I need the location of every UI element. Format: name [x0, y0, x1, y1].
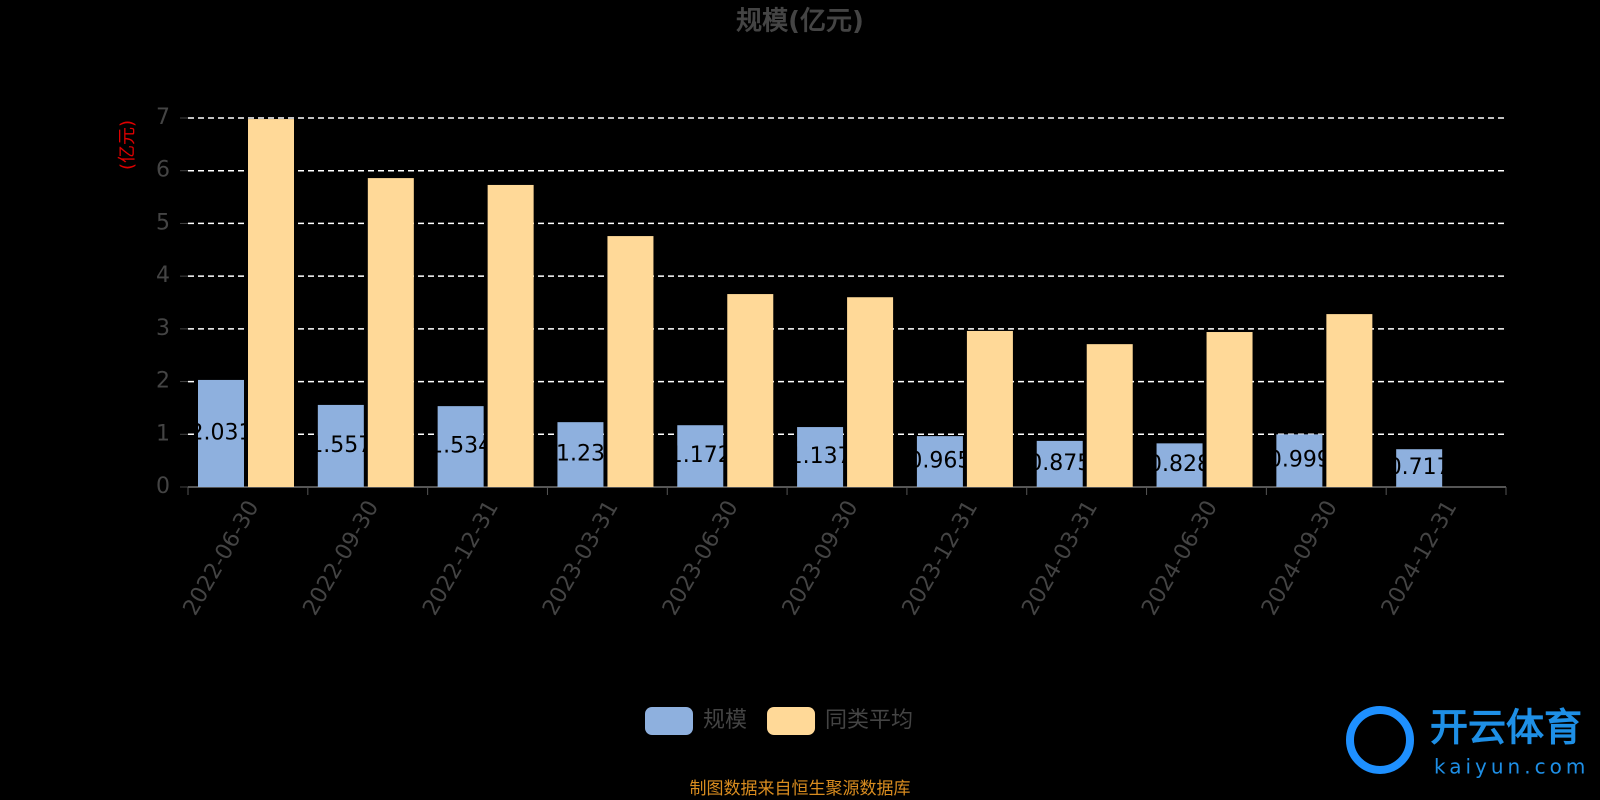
bar	[607, 236, 654, 487]
y-tick-label: 0	[156, 474, 170, 499]
watermark-site: kaiyun.com	[1434, 755, 1589, 779]
data-label: 0.717	[1388, 455, 1451, 480]
bar	[248, 119, 294, 487]
watermark: 开云体育 kaiyun.com	[1346, 706, 1589, 779]
bar	[1086, 344, 1133, 487]
bar	[367, 178, 414, 487]
y-axis-label: (亿元)	[117, 120, 138, 170]
data-label: 1.534	[429, 434, 492, 459]
bar	[1156, 443, 1203, 487]
bar	[1036, 440, 1083, 487]
bar	[916, 436, 963, 487]
bar	[317, 404, 364, 487]
bar	[437, 406, 484, 487]
bar	[198, 379, 244, 487]
bar	[847, 297, 894, 487]
data-label: 1.137	[789, 444, 852, 469]
y-tick-label: 6	[156, 158, 170, 183]
bar	[1326, 314, 1373, 487]
watermark-logo	[1346, 706, 1414, 774]
y-tick-label: 2	[156, 369, 170, 394]
legend-swatch	[645, 707, 693, 735]
data-label: 1.172	[669, 443, 732, 468]
bar	[487, 184, 534, 487]
watermark-brand: 开云体育	[1430, 706, 1582, 750]
chart-title: 规模(亿元)	[736, 7, 864, 37]
data-label: 0.999	[1268, 448, 1331, 473]
bar	[1396, 449, 1443, 487]
bar	[677, 425, 724, 487]
bar	[1206, 332, 1253, 487]
bar	[1276, 434, 1323, 487]
data-label: 0.828	[1148, 452, 1211, 477]
bar	[557, 422, 604, 487]
data-label: 1.557	[309, 433, 372, 458]
legend-label: 规模	[703, 708, 747, 733]
y-tick-label: 4	[156, 263, 170, 288]
data-label: 0.875	[1028, 451, 1091, 476]
y-tick-label: 1	[156, 421, 170, 446]
y-tick-label: 3	[156, 316, 170, 341]
bar	[797, 427, 844, 487]
data-label: 2.031	[190, 420, 253, 445]
legend-swatch	[767, 707, 816, 735]
legend-label: 同类平均	[825, 708, 913, 733]
bar	[727, 294, 774, 487]
y-tick-label: 7	[156, 105, 170, 130]
data-label: 1.23	[556, 442, 605, 467]
bar	[966, 330, 1013, 487]
source-note: 制图数据来自恒生聚源数据库	[690, 779, 911, 799]
y-tick-label: 5	[156, 210, 170, 235]
data-label: 0.965	[908, 449, 971, 474]
